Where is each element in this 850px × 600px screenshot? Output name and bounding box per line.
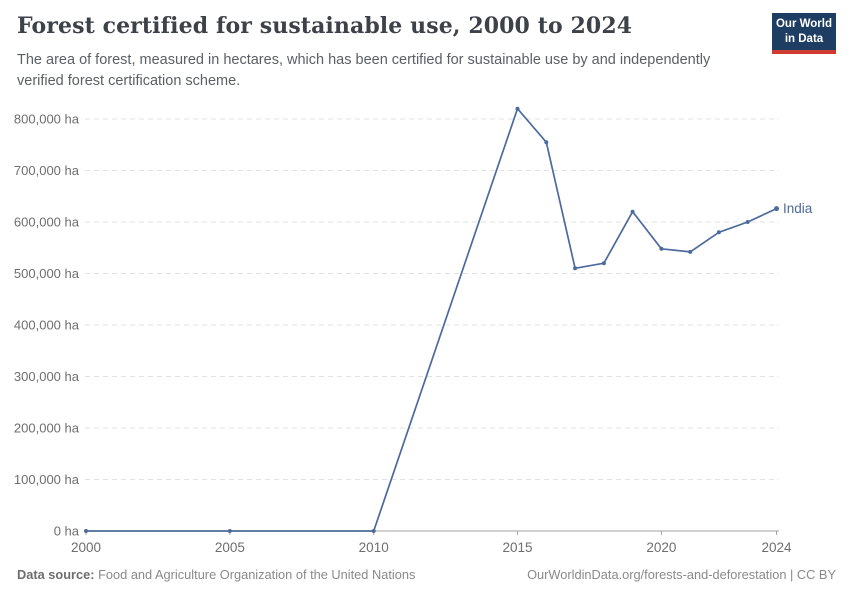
series-label-india: India	[783, 201, 813, 216]
owid-logo-line1: Our World	[775, 18, 832, 31]
data-point	[227, 529, 232, 533]
data-point	[371, 529, 376, 533]
x-tick-label: 2010	[359, 540, 389, 555]
owid-logo: Our World in Data	[772, 13, 836, 54]
data-source-label: Data source:	[17, 567, 95, 582]
data-source-value: Food and Agriculture Organization of the…	[98, 567, 416, 582]
line-chart: 0 ha 100,000 ha 200,000 ha 300,000 ha 400,00…	[14, 106, 813, 555]
y-tick-label: 600,000 ha	[14, 215, 80, 230]
x-tick-label: 2000	[71, 540, 101, 555]
data-point	[630, 209, 635, 214]
owid-logo-line2: in Data	[784, 32, 824, 45]
x-tick-label: 2020	[646, 540, 676, 555]
data-point	[659, 246, 664, 251]
data-point	[601, 261, 606, 266]
data-point	[774, 206, 779, 212]
data-point	[688, 249, 693, 254]
y-tick-label: 0 ha	[54, 524, 80, 539]
data-point	[84, 529, 88, 533]
chart-footer: Data source: Food and Agriculture Organi…	[17, 567, 836, 582]
y-tick-label: 500,000 ha	[14, 266, 80, 281]
data-line-india	[85, 107, 778, 532]
x-tick-label: 2005	[215, 540, 245, 555]
y-tick-label: 700,000 ha	[14, 163, 80, 178]
y-tick-label: 400,000 ha	[14, 318, 80, 333]
x-tick-label: 2015	[503, 540, 533, 555]
data-source: Data source: Food and Agriculture Organi…	[17, 567, 415, 582]
data-point	[716, 230, 721, 235]
page-title: Forest certified for sustainable use, 20…	[17, 13, 633, 39]
y-tick-label: 100,000 ha	[14, 472, 80, 487]
y-tick-label: 800,000 ha	[14, 112, 80, 127]
x-tick-label: 2024	[761, 540, 792, 555]
data-point	[544, 140, 549, 145]
y-tick-label: 300,000 ha	[14, 369, 80, 384]
chart-subtitle: The area of forest, measured in hectares…	[17, 52, 711, 89]
data-point	[745, 220, 750, 224]
y-tick-label: 200,000 ha	[14, 421, 80, 436]
data-point	[515, 106, 520, 111]
footer-link[interactable]: OurWorldinData.org/forests-and-deforesta…	[527, 567, 836, 582]
data-point	[573, 266, 578, 271]
